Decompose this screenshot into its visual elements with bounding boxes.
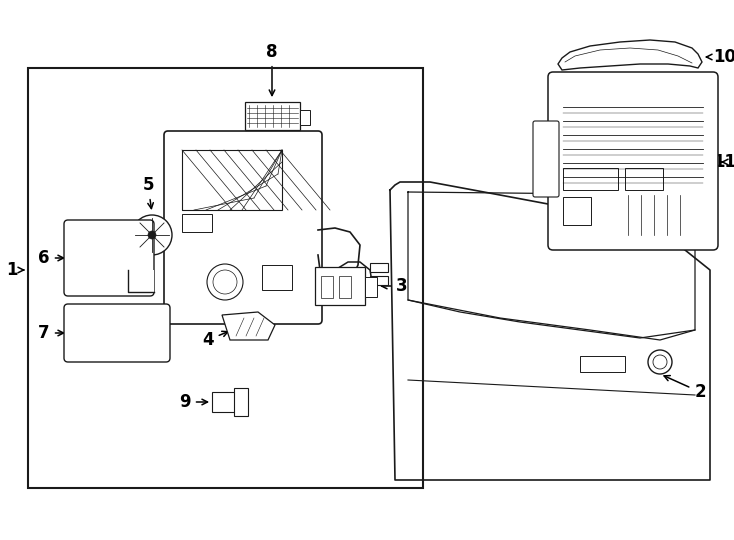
Text: 8: 8 — [266, 43, 277, 96]
FancyBboxPatch shape — [533, 121, 559, 197]
Bar — [28, 68, 423, 488]
Bar — [182, 150, 282, 210]
Bar — [300, 110, 310, 125]
Bar — [370, 276, 388, 285]
Bar — [182, 214, 212, 232]
Bar — [315, 267, 365, 305]
Bar — [128, 270, 154, 292]
Bar — [262, 265, 292, 290]
Bar — [625, 168, 663, 190]
Polygon shape — [558, 40, 702, 70]
Circle shape — [132, 215, 172, 255]
FancyBboxPatch shape — [548, 72, 718, 250]
Text: 7: 7 — [38, 324, 64, 342]
Text: 1: 1 — [7, 261, 23, 279]
Circle shape — [148, 231, 156, 239]
Bar — [563, 168, 618, 190]
Bar — [245, 102, 300, 130]
Text: 10: 10 — [707, 48, 734, 66]
Bar — [212, 392, 240, 412]
Bar — [321, 276, 333, 298]
Bar — [580, 356, 625, 372]
Circle shape — [207, 264, 243, 300]
Bar — [370, 263, 388, 272]
Polygon shape — [222, 312, 275, 340]
Polygon shape — [318, 228, 360, 298]
Bar — [563, 197, 591, 225]
Bar — [365, 277, 377, 297]
Bar — [234, 388, 248, 416]
Text: 4: 4 — [202, 331, 228, 349]
FancyBboxPatch shape — [64, 220, 154, 296]
FancyBboxPatch shape — [164, 131, 322, 324]
Polygon shape — [330, 262, 372, 302]
FancyBboxPatch shape — [64, 304, 170, 362]
Polygon shape — [390, 182, 710, 480]
Text: 9: 9 — [179, 393, 208, 411]
Text: 6: 6 — [38, 249, 64, 267]
Text: 5: 5 — [142, 176, 153, 208]
Bar — [339, 276, 351, 298]
Circle shape — [648, 350, 672, 374]
Text: 11: 11 — [713, 153, 734, 171]
Text: 3: 3 — [382, 277, 408, 295]
Text: 2: 2 — [664, 376, 706, 401]
